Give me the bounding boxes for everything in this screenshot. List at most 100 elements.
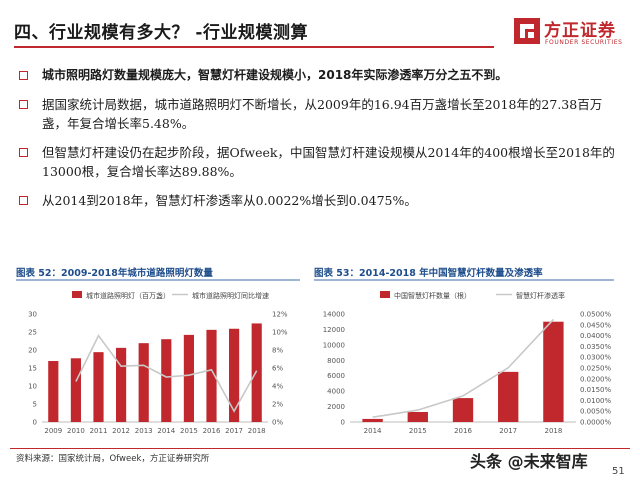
bar <box>206 329 217 422</box>
figure-53-chart: 中国智慧灯杆数量（根） 智慧灯杆渗透率 0 2000 4000 6000 8000 10000… <box>323 291 611 435</box>
x-axis-tick-label: 2018 <box>544 427 562 435</box>
right-axis-tick-label: 0.0500% <box>580 311 611 319</box>
right-axis-tick-label: 0.0100% <box>580 397 611 405</box>
right-axis-tick-label: 2% <box>272 401 283 409</box>
figure-53-caption: 图表 53：2014-2018 年中国智慧灯杆数量及渗透率 <box>314 268 543 279</box>
founder-logo-icon <box>514 18 540 44</box>
right-axis-tick-label: 12% <box>272 311 288 319</box>
x-axis-tick-label: 2012 <box>112 427 130 435</box>
bar <box>93 352 104 422</box>
square-bullet-icon <box>19 100 28 109</box>
x-axis-tick-label: 2009 <box>44 427 62 435</box>
x-axis-tick-label: 2014 <box>157 427 175 435</box>
right-axis-tick-label: 0.0450% <box>580 321 611 329</box>
left-axis-tick-label: 5 <box>33 401 37 409</box>
bullet-text: 从2014到2018年，智慧灯杆渗透率从0.0022%增长到0.0475%。 <box>42 193 417 208</box>
slide-header: 四、行业规模有多大？ -行业规模测算 方正证券 FOUNDER SECURITI… <box>0 0 640 56</box>
page-number: 51 <box>612 466 625 477</box>
company-logo: 方正证券 FOUNDER SECURITIES <box>514 16 634 52</box>
bar <box>407 411 428 422</box>
left-axis-tick-label: 0 <box>341 419 345 427</box>
right-axis-tick-label: 0.0050% <box>580 408 611 416</box>
left-axis-tick-label: 6000 <box>327 372 345 380</box>
footer-rule <box>10 448 630 449</box>
x-axis-tick-label: 2016 <box>203 427 221 435</box>
bullet-item: 据国家统计局数据，城市道路照明灯不断增长，从2009年的16.94百万盏增长至2… <box>16 95 616 133</box>
bullet-item: 从2014到2018年，智慧灯杆渗透率从0.0022%增长到0.0475%。 <box>16 191 616 210</box>
right-axis-tick-label: 0.0250% <box>580 365 611 373</box>
left-axis-tick-label: 10000 <box>323 341 345 349</box>
right-axis-tick-label: 8% <box>272 347 283 355</box>
bullet-text: 但智慧灯杆建设仍在起步阶段，据Ofweek，中国智慧灯杆建设规模从2014年的4… <box>42 145 615 179</box>
page-title: 四、行业规模有多大？ -行业规模测算 <box>14 23 308 43</box>
left-axis-tick-label: 4000 <box>327 388 345 396</box>
left-axis-tick-label: 25 <box>28 329 37 337</box>
bar <box>183 334 194 422</box>
right-axis-tick-label: 10% <box>272 329 288 337</box>
x-axis-tick-label: 2014 <box>364 427 382 435</box>
bullet-list: 城市照明路灯数量规模庞大，智慧灯杆建设规模小，2018年实际渗透率万分之五不到。… <box>16 66 616 220</box>
logo-text-en: FOUNDER SECURITIES <box>545 39 623 46</box>
x-axis-tick-label: 2015 <box>180 427 198 435</box>
bar <box>116 347 127 422</box>
right-axis-tick-label: 0.0200% <box>580 375 611 383</box>
x-axis-tick-label: 2018 <box>248 427 266 435</box>
bar <box>229 328 240 422</box>
legend-line-label: 智慧灯杆渗透率 <box>516 291 565 300</box>
bar <box>498 371 519 422</box>
legend-bar-swatch <box>72 291 82 298</box>
square-bullet-icon <box>19 71 28 80</box>
x-axis-tick-label: 2015 <box>409 427 427 435</box>
legend-bar-swatch <box>380 291 390 298</box>
figure-52-caption: 图表 52：2009-2018年城市道路照明灯数量 <box>16 268 213 279</box>
legend-bar-label: 城市道路照明灯（百万盏） <box>86 291 170 300</box>
bar <box>452 398 474 422</box>
bar <box>362 418 383 422</box>
bullet-text: 城市照明路灯数量规模庞大，智慧灯杆建设规模小，2018年实际渗透率万分之五不到。 <box>42 68 508 82</box>
growth-line <box>372 318 554 418</box>
left-axis-tick-label: 20 <box>28 347 37 355</box>
left-axis-tick-label: 14000 <box>323 311 345 319</box>
square-bullet-icon <box>19 196 28 205</box>
x-axis-tick-label: 2016 <box>454 427 472 435</box>
right-axis-tick-label: 0.0150% <box>580 386 611 394</box>
title-underline <box>14 46 494 48</box>
right-axis-tick-label: 0% <box>272 419 283 427</box>
x-axis-tick-label: 2013 <box>135 427 153 435</box>
bar <box>161 339 172 422</box>
figure-52-chart: 城市道路照明灯（百万盏） 城市道路照明灯同比增速 0 5 10 15 20 25 30 0% 2% 4… <box>28 291 288 435</box>
right-axis-tick-label: 0.0300% <box>580 354 611 362</box>
square-bullet-icon <box>19 148 28 157</box>
bullet-item: 城市照明路灯数量规模庞大，智慧灯杆建设规模小，2018年实际渗透率万分之五不到。 <box>16 66 616 85</box>
bar <box>251 323 262 422</box>
bullet-text: 据国家统计局数据，城市道路照明灯不断增长，从2009年的16.94百万盏增长至2… <box>42 97 603 131</box>
right-axis-tick-label: 0.0400% <box>580 332 611 340</box>
bar <box>70 358 81 422</box>
bullet-item: 但智慧灯杆建设仍在起步阶段，据Ofweek，中国智慧灯杆建设规模从2014年的4… <box>16 143 616 181</box>
left-axis-tick-label: 2000 <box>327 403 345 411</box>
x-axis-tick-label: 2017 <box>225 427 243 435</box>
source-note: 资料来源：国家统计局，Ofweek，方正证券研究所 <box>16 454 210 464</box>
left-axis-tick-label: 0 <box>33 419 37 427</box>
figure-53-rule <box>314 279 614 281</box>
left-axis-tick-label: 12000 <box>323 326 345 334</box>
left-axis-tick-label: 30 <box>28 311 37 319</box>
left-axis-tick-label: 15 <box>28 365 37 373</box>
legend-bar-label: 中国智慧灯杆数量（根） <box>394 291 471 300</box>
logo-text-cn: 方正证券 <box>544 21 616 41</box>
bar <box>138 343 149 422</box>
right-axis-tick-label: 6% <box>272 365 283 373</box>
right-axis-tick-label: 0.0350% <box>580 343 611 351</box>
left-axis-tick-label: 8000 <box>327 357 345 365</box>
right-axis-tick-label: 4% <box>272 383 283 391</box>
bar <box>48 361 59 422</box>
growth-line <box>75 334 258 413</box>
bar <box>543 321 564 422</box>
figure-52-rule <box>16 279 300 281</box>
x-axis-tick-label: 2017 <box>499 427 517 435</box>
x-axis-tick-label: 2010 <box>67 427 85 435</box>
left-axis-tick-label: 10 <box>28 383 37 391</box>
legend-line-label: 城市道路照明灯同比增速 <box>192 291 269 300</box>
right-axis-tick-label: 0.0000% <box>580 419 611 427</box>
watermark: 头条 @未来智库 <box>470 452 588 471</box>
